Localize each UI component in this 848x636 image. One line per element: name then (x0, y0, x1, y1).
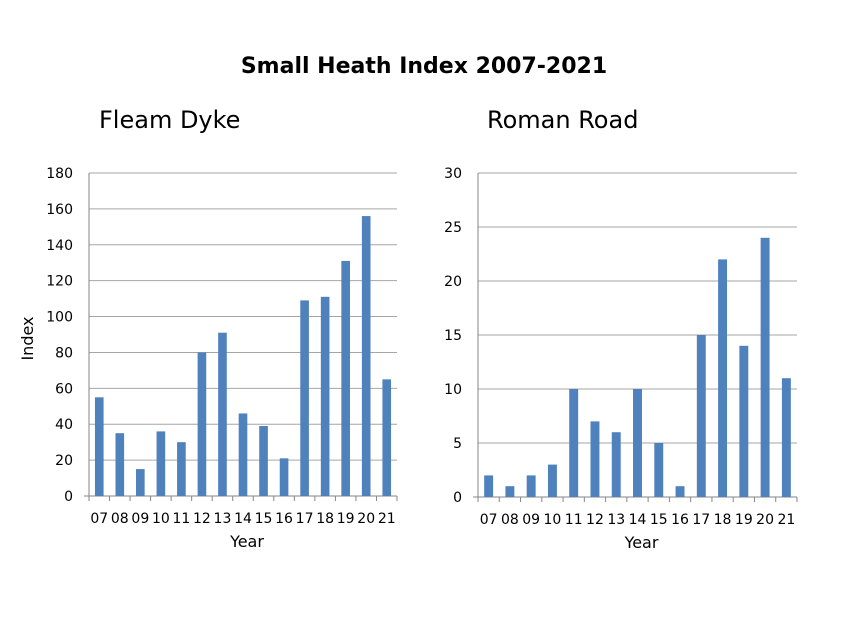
fleam-dyke-x-tick-label: 12 (193, 511, 211, 527)
fleam-dyke-x-tick-label: 19 (337, 511, 355, 527)
fleam-dyke-x-tick-label: 14 (234, 511, 252, 527)
fleam-dyke-y-tick-label: 160 (46, 202, 73, 218)
roman-road-y-tick-label: 5 (453, 436, 462, 452)
fleam-dyke-x-tick-label: 18 (316, 511, 334, 527)
fleam-dyke-x-tick-label: 08 (111, 511, 129, 527)
roman-road-bar-18 (718, 259, 728, 497)
fleam-dyke-x-tick-label: 20 (357, 511, 375, 527)
fleam-dyke-bar-12 (197, 352, 207, 496)
roman-road-title: Roman Road (487, 106, 639, 134)
fleam-dyke-x-tick-label: 11 (172, 511, 190, 527)
roman-road-x-tick-label: 09 (522, 512, 540, 528)
fleam-dyke-bar-09 (136, 469, 145, 496)
roman-road-x-tick-label: 19 (735, 512, 753, 528)
fleam-dyke-y-tick-label: 100 (46, 310, 73, 326)
roman-road-x-axis-label: Year (624, 533, 659, 552)
roman-road-bar-14 (633, 389, 642, 497)
roman-road-x-tick-label: 08 (501, 512, 519, 528)
roman-road-bar-12 (590, 421, 600, 497)
fleam-dyke-y-tick-label: 180 (46, 166, 73, 182)
fleam-dyke-y-tick-label: 20 (55, 453, 73, 469)
fleam-dyke-x-tick-label: 16 (275, 511, 293, 527)
fleam-dyke-bar-19 (341, 260, 350, 496)
roman-road-bar-13 (611, 432, 621, 497)
roman-road-bar-07 (484, 475, 494, 497)
fleam-dyke-y-tick-label: 80 (55, 345, 73, 361)
roman-road-x-tick-label: 12 (586, 512, 604, 528)
roman-road-x-tick-label: 10 (544, 512, 562, 528)
fleam-dyke-bar-14 (238, 413, 248, 496)
roman-road-bar-21 (781, 378, 791, 497)
fleam-dyke-x-tick-label: 17 (296, 511, 314, 527)
roman-road-bar-09 (526, 475, 536, 497)
fleam-dyke-x-tick-label: 07 (90, 511, 108, 527)
roman-road-x-tick-label: 13 (607, 512, 625, 528)
roman-road-x-tick-label: 14 (629, 512, 647, 528)
roman-road-bar-15 (654, 443, 664, 497)
fleam-dyke-x-tick-label: 10 (152, 511, 170, 527)
fleam-dyke-y-axis-label: Index (18, 316, 37, 360)
roman-road-y-tick-label: 30 (444, 166, 462, 182)
fleam-dyke-bar-07 (94, 397, 104, 496)
fleam-dyke-x-axis-label: Year (229, 532, 264, 551)
fleam-dyke-bar-16 (279, 458, 289, 496)
roman-road-y-tick-label: 0 (453, 490, 462, 506)
fleam-dyke-plot: 0 20 40 60 80 100 120 140 160 180 07 08 09 10 11 12 13 14… (18, 166, 398, 551)
fleam-dyke-x-tick-label: 15 (255, 511, 273, 527)
roman-road-x-tick-label: 16 (671, 512, 689, 528)
roman-road-y-tick-label: 10 (444, 382, 462, 398)
roman-road-bar-08 (505, 486, 515, 497)
fleam-dyke-title: Fleam Dyke (99, 106, 241, 134)
fleam-dyke-bar-20 (361, 216, 371, 497)
fleam-dyke-bar-17 (300, 300, 309, 496)
roman-road-bar-20 (760, 237, 770, 498)
fleam-dyke-y-tick-label: 60 (55, 381, 73, 397)
fleam-dyke-x-tick-label: 13 (214, 511, 232, 527)
fleam-dyke-y-tick-label: 0 (64, 489, 73, 505)
roman-road-bar-10 (547, 464, 557, 497)
roman-road-bar-16 (675, 486, 685, 497)
roman-road-x-tick-label: 20 (756, 512, 774, 528)
fleam-dyke-bar-21 (382, 379, 392, 496)
roman-road-bar-11 (569, 389, 579, 497)
roman-road-y-tick-label: 20 (444, 274, 462, 290)
roman-road-x-tick-label: 21 (777, 512, 795, 528)
fleam-dyke-x-tick-label: 21 (378, 511, 396, 527)
roman-road-x-tick-label: 07 (480, 512, 498, 528)
fleam-dyke-bar-11 (177, 442, 186, 496)
fleam-dyke-bar-15 (259, 426, 268, 496)
roman-road-x-tick-label: 11 (565, 512, 583, 528)
fleam-dyke-bar-13 (218, 332, 227, 496)
fleam-dyke-y-tick-label: 40 (55, 417, 73, 433)
roman-road-x-tick-label: 18 (714, 512, 732, 528)
chart-main-title: Small Heath Index 2007-2021 (240, 54, 608, 79)
fleam-dyke-y-tick-label: 120 (46, 274, 73, 290)
fleam-dyke-bar-08 (115, 433, 125, 496)
roman-road-x-tick-label: 15 (650, 512, 668, 528)
roman-road-x-tick-label: 17 (692, 512, 710, 528)
fleam-dyke-y-tick-label: 140 (46, 238, 73, 254)
fleam-dyke-bar-10 (156, 431, 166, 496)
fleam-dyke-x-tick-label: 09 (131, 511, 149, 527)
fleam-dyke-bar-18 (320, 296, 330, 496)
roman-road-bar-17 (696, 335, 706, 497)
roman-road-y-tick-label: 15 (444, 328, 462, 344)
roman-road-bar-19 (739, 345, 749, 497)
roman-road-y-tick-label: 25 (444, 220, 462, 236)
